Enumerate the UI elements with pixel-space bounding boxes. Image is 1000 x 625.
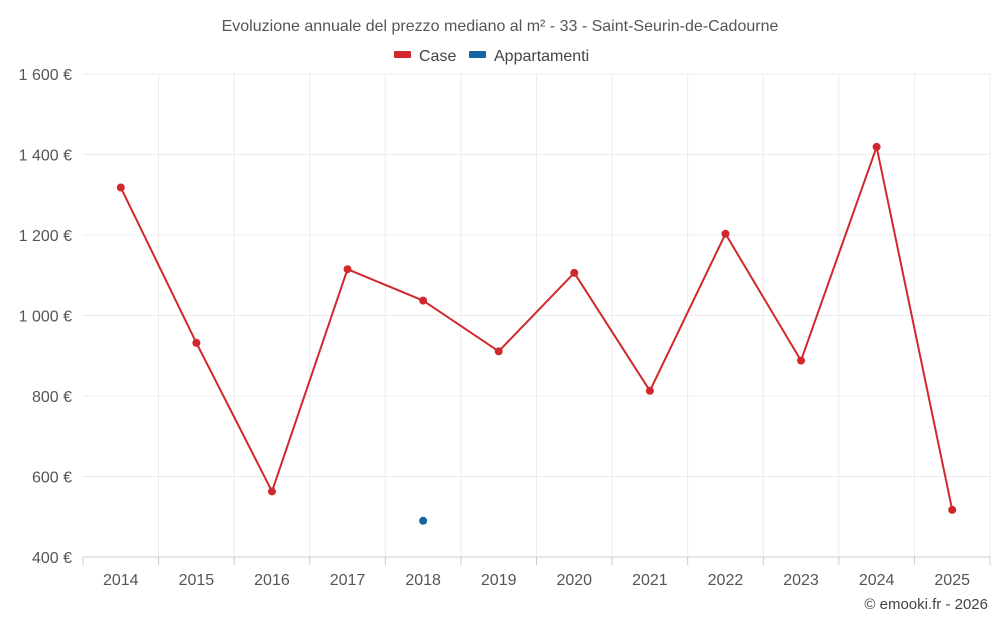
series-appartamenti <box>419 516 428 525</box>
data-point[interactable] <box>419 296 428 305</box>
y-tick-label: 800 € <box>32 389 72 406</box>
data-point[interactable] <box>570 268 579 277</box>
data-point[interactable] <box>419 516 428 525</box>
x-tick-label: 2016 <box>254 572 290 589</box>
x-tick-label: 2025 <box>934 572 970 589</box>
series-case <box>116 142 957 514</box>
y-tick-label: 600 € <box>32 470 72 487</box>
chart-title: Evoluzione annuale del prezzo mediano al… <box>222 18 779 35</box>
data-point[interactable] <box>872 142 881 151</box>
legend-swatch-appartamenti <box>469 51 486 58</box>
legend-swatch-case <box>394 51 411 58</box>
data-point[interactable] <box>645 386 654 395</box>
y-tick-label: 1 000 € <box>19 309 72 326</box>
data-point[interactable] <box>116 183 125 192</box>
data-point[interactable] <box>192 338 201 347</box>
x-tick-label: 2015 <box>179 572 215 589</box>
data-point[interactable] <box>721 229 730 238</box>
x-tick-label: 2018 <box>405 572 441 589</box>
legend-item-case[interactable]: Case <box>394 48 456 65</box>
credit-text: © emooki.fr - 2026 <box>864 596 988 613</box>
data-point[interactable] <box>494 347 503 356</box>
x-tick-label: 2023 <box>783 572 819 589</box>
y-tick-label: 400 € <box>32 550 72 567</box>
legend-label-appartamenti: Appartamenti <box>494 48 589 65</box>
x-tick-label: 2021 <box>632 572 668 589</box>
gridlines <box>83 73 991 557</box>
data-point[interactable] <box>267 487 276 496</box>
data-point[interactable] <box>797 356 806 365</box>
series <box>116 142 957 525</box>
x-tick-label: 2022 <box>708 572 744 589</box>
x-tick-label: 2017 <box>330 572 366 589</box>
x-tick-label: 2019 <box>481 572 517 589</box>
axes: 400 € 600 € 800 € 1 000 € 1 200 € 1 400 € 1 60… <box>19 67 991 589</box>
x-tick-label: 2014 <box>103 572 139 589</box>
y-tick-label: 1 200 € <box>19 228 72 245</box>
x-tick-label: 2024 <box>859 572 895 589</box>
data-point[interactable] <box>343 265 352 274</box>
series-line <box>119 145 954 511</box>
legend-label-case: Case <box>419 48 456 65</box>
x-tick-label: 2020 <box>556 572 592 589</box>
legend: Case Appartamenti <box>394 48 589 65</box>
data-point[interactable] <box>948 505 957 514</box>
y-tick-label: 1 400 € <box>19 148 72 165</box>
legend-item-appartamenti[interactable]: Appartamenti <box>469 48 589 65</box>
y-tick-label: 1 600 € <box>19 67 72 84</box>
